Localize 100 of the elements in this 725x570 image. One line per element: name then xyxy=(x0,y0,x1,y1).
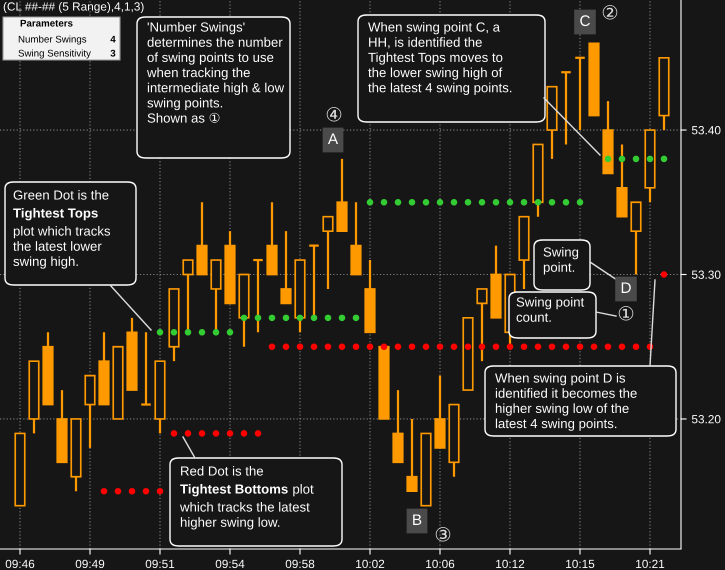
annotation: Red Dot is the xyxy=(181,466,264,476)
point xyxy=(604,343,612,350)
annotation: 'Number Swings' determines the number of swing points to use when tracking the intermediate high & low swing points. Shown as ① xyxy=(146,22,284,123)
point xyxy=(450,199,458,206)
point xyxy=(324,343,332,350)
annotation: ④ xyxy=(326,107,342,122)
point xyxy=(660,156,668,162)
point xyxy=(380,343,388,350)
x-tick-label: 09:51 xyxy=(146,560,174,568)
point xyxy=(478,343,486,350)
x-tick-label: 10:15 xyxy=(566,560,594,568)
point xyxy=(660,271,668,278)
point xyxy=(618,343,626,350)
point xyxy=(240,314,248,322)
point xyxy=(114,488,122,494)
annotation: Number Swings xyxy=(18,35,86,45)
point xyxy=(296,314,304,322)
point xyxy=(380,199,388,206)
annotation: Swing point count. xyxy=(516,297,584,322)
point xyxy=(506,199,514,206)
point xyxy=(548,343,556,350)
annotation: C xyxy=(580,15,590,26)
point xyxy=(240,430,248,437)
point xyxy=(352,343,360,350)
chart-title: (CL ##-## (5 Range),4,1,3) xyxy=(4,2,144,14)
annotation: 4 xyxy=(110,36,116,43)
candlestick xyxy=(406,418,418,492)
point xyxy=(184,430,192,437)
point xyxy=(534,199,542,206)
point xyxy=(450,343,458,350)
x-tick-label: 10:12 xyxy=(496,560,524,568)
point xyxy=(198,329,206,336)
point xyxy=(198,430,206,437)
annotation: Swing Sensitivity xyxy=(18,49,91,59)
point xyxy=(576,199,584,206)
annotation: plot which tracks the latest lower swing high. xyxy=(13,226,110,269)
point xyxy=(366,343,374,350)
point xyxy=(170,430,178,437)
point xyxy=(394,343,402,350)
candlestick xyxy=(476,288,488,362)
annotation: Green Dot is the xyxy=(14,190,108,200)
annotation: When swing point D is identified it becomes the higher swing low of the latest 4 swing points. xyxy=(495,373,637,431)
point xyxy=(632,343,640,350)
y-tick-label: 53.20 xyxy=(692,415,720,424)
point xyxy=(408,199,416,206)
point xyxy=(310,314,318,322)
point xyxy=(352,314,360,322)
point xyxy=(282,314,290,322)
point xyxy=(268,314,276,322)
point xyxy=(492,199,500,206)
annotation: ② xyxy=(602,5,618,20)
point xyxy=(156,488,164,494)
x-tick-label: 10:02 xyxy=(356,560,384,568)
annotation: ① xyxy=(618,306,634,321)
point xyxy=(128,488,136,494)
point xyxy=(436,199,444,206)
point xyxy=(590,343,598,350)
annotation: Swing point. xyxy=(544,247,578,274)
point xyxy=(296,343,304,350)
point xyxy=(520,199,528,206)
point xyxy=(226,329,234,336)
point xyxy=(170,329,178,336)
point xyxy=(436,343,444,350)
x-tick-label: 09:58 xyxy=(286,560,314,568)
x-tick-label: 10:06 xyxy=(426,560,454,568)
annotation: plot xyxy=(293,484,314,496)
point xyxy=(338,343,346,350)
point xyxy=(464,343,472,350)
point xyxy=(324,314,332,322)
point xyxy=(562,343,570,350)
point xyxy=(422,199,430,206)
point xyxy=(408,343,416,350)
point xyxy=(464,199,472,206)
x-tick-label: 09:49 xyxy=(76,560,104,568)
candlestick xyxy=(560,71,572,146)
point xyxy=(254,430,262,437)
candlestick xyxy=(280,230,292,305)
annotation: When swing point C, a HH, is identified the Tightest Tops moves to the lower swing high of the latest 4 swing points. xyxy=(368,22,512,95)
point xyxy=(268,343,276,350)
point xyxy=(226,430,234,437)
point xyxy=(394,199,402,206)
point xyxy=(142,488,150,494)
annotation: which tracks the latest higher swing low. xyxy=(180,502,310,530)
annotation: 3 xyxy=(110,50,116,57)
point xyxy=(156,329,164,336)
annotation: A xyxy=(328,133,338,144)
y-tick-label: 53.30 xyxy=(692,270,720,279)
point xyxy=(282,343,290,350)
point xyxy=(310,343,318,350)
point xyxy=(632,156,640,162)
point xyxy=(548,199,556,206)
y-tick-label: 53.40 xyxy=(692,126,720,134)
annotation: Tightest Tops xyxy=(13,208,98,220)
point xyxy=(520,343,528,350)
point xyxy=(576,343,584,350)
point xyxy=(492,343,500,350)
point xyxy=(604,156,612,162)
point xyxy=(646,156,654,162)
x-tick-label: 10:21 xyxy=(636,560,664,568)
point xyxy=(212,329,220,336)
